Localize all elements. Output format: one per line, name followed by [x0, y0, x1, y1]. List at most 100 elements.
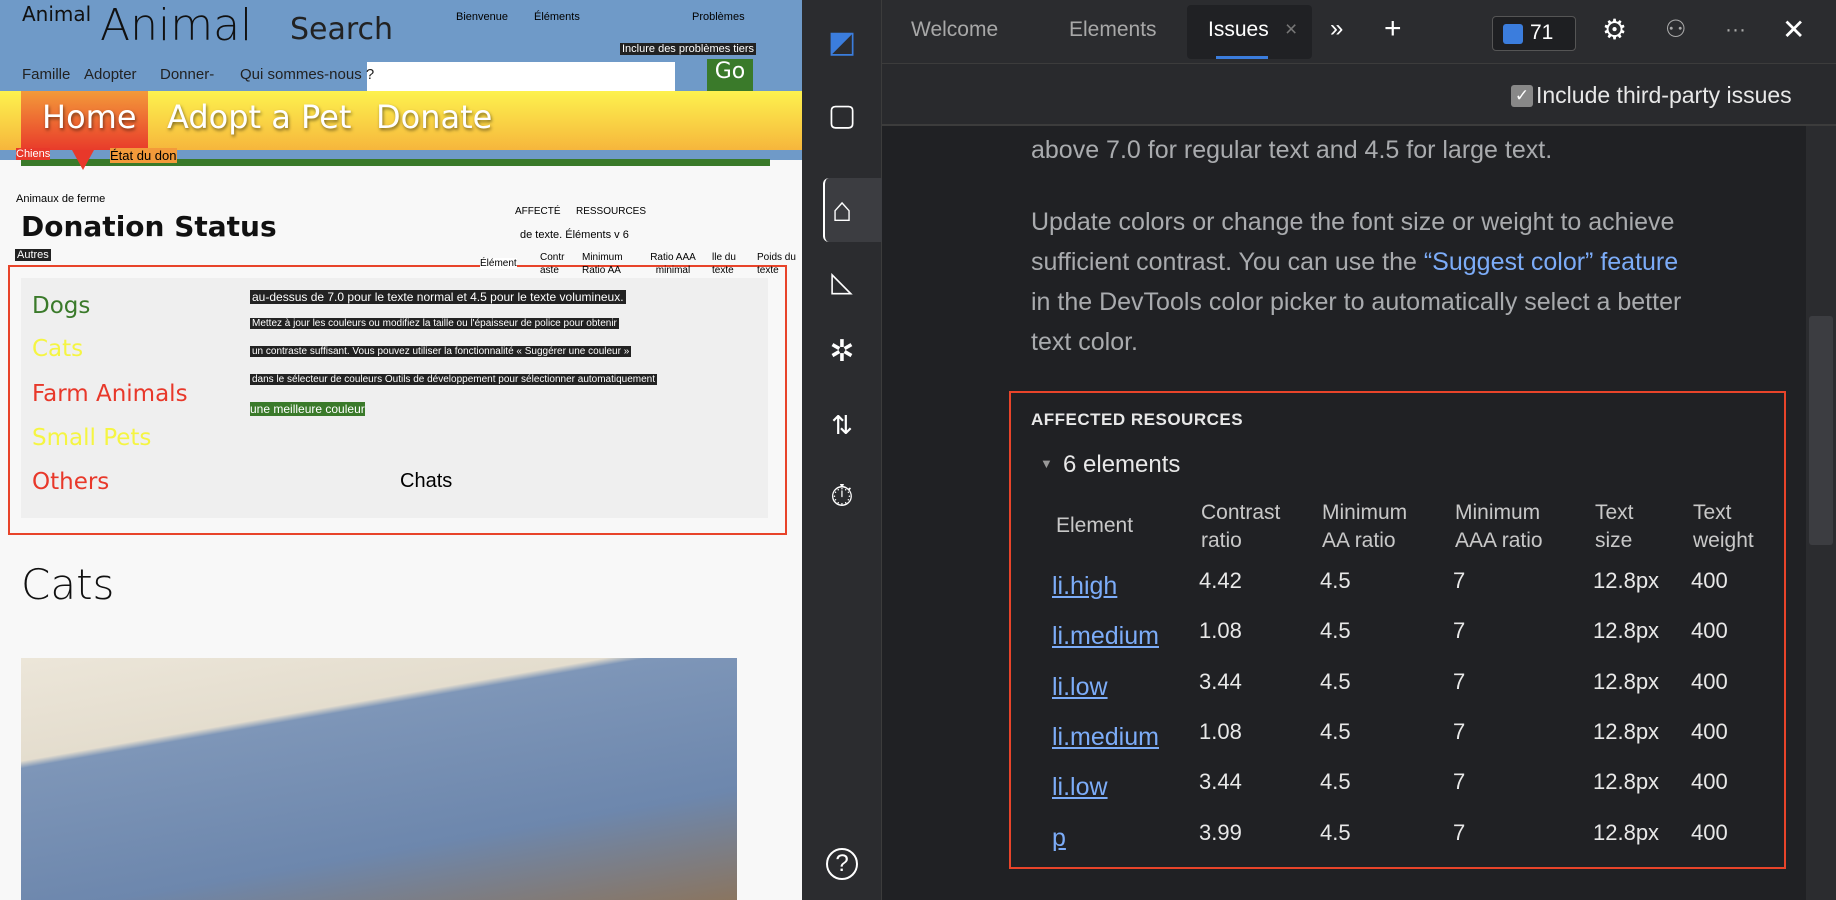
column-header: Minimum AAA ratio — [1455, 501, 1543, 552]
webpage: Animal Animal Bienvenue Éléments Problèm… — [0, 0, 802, 900]
element-link[interactable]: li.high — [1052, 572, 1118, 600]
table-cell: 1.08 — [1199, 719, 1242, 744]
element-link[interactable]: li.low — [1052, 673, 1108, 701]
element-link[interactable]: li.medium — [1052, 622, 1159, 650]
active-tab-indicator — [1216, 56, 1268, 59]
table-cell: 12.8px — [1593, 618, 1660, 643]
highlight-box — [8, 265, 787, 535]
device-emulation-icon[interactable]: ▢ — [827, 98, 857, 132]
tab-issues-label[interactable]: Issues — [1208, 18, 1269, 41]
feedback-icon[interactable]: ⚇ — [1665, 16, 1687, 43]
overlay-col-size: lle du texte — [712, 252, 736, 276]
home-icon[interactable]: ⌂ — [831, 190, 853, 229]
subnav-famille[interactable]: Famille — [22, 66, 71, 83]
cats-heading: Cats — [21, 560, 115, 609]
home-tab[interactable] — [823, 178, 887, 242]
table-cell: 400 — [1691, 568, 1728, 593]
column-header: Text weight — [1693, 501, 1754, 552]
table-cell: 400 — [1691, 769, 1728, 794]
tab-welcome[interactable]: Welcome — [911, 18, 999, 41]
element-link[interactable]: p — [1052, 824, 1066, 852]
element-link[interactable]: li.medium — [1052, 723, 1159, 751]
issue-text-2d: text color. — [1031, 328, 1138, 356]
subnav-qui-sommes-nous[interactable]: Qui sommes-nous ? — [240, 66, 375, 83]
issue-text-1: above 7.0 for regular text and 4.5 for l… — [1031, 136, 1553, 164]
table-cell: 1.08 — [1199, 618, 1242, 643]
third-party-checkbox[interactable]: ✓ — [1511, 85, 1533, 107]
overlay-animaux-de-ferme: Animaux de ferme — [16, 193, 106, 205]
issue-text-2c: in the DevTools color picker to automati… — [1031, 288, 1682, 316]
network-conditions-icon[interactable]: ⇅ — [831, 409, 853, 440]
subnav-adopter[interactable]: Adopter — [84, 66, 137, 83]
more-tabs-icon[interactable]: » — [1330, 15, 1344, 42]
nav-home-bg — [21, 91, 148, 152]
suggest-color-link[interactable]: “Suggest color” feature — [1423, 248, 1679, 276]
help-icon[interactable]: ? — [826, 848, 858, 880]
issues-toolbar: ✓ Include third-party issues — [882, 64, 1836, 126]
table-cell: 4.5 — [1320, 820, 1351, 845]
css-overview-icon[interactable]: ◺ — [831, 265, 853, 297]
nav-adopt[interactable]: Adopt a Pet — [167, 98, 352, 136]
close-devtools-icon[interactable]: ✕ — [1782, 14, 1806, 45]
table-cell: 3.44 — [1199, 769, 1242, 794]
nav-strip — [0, 150, 802, 160]
subnav-donner[interactable]: Donner- — [160, 66, 215, 83]
issues-badge[interactable]: 71 — [1492, 16, 1576, 51]
donation-status-title: Donation Status — [21, 210, 277, 243]
close-tab-icon[interactable]: × — [1285, 18, 1298, 41]
search-input[interactable] — [367, 62, 675, 91]
bug-icon[interactable]: ✲ — [829, 334, 855, 368]
nav-home[interactable]: Home — [42, 98, 137, 136]
table-cell: 12.8px — [1593, 669, 1660, 694]
elements-toggle[interactable]: 6 elements — [1063, 451, 1181, 478]
affected-resources-title: AFFECTED RESOURCES — [1031, 410, 1244, 429]
inspect-icon[interactable]: ◩ — [827, 25, 857, 59]
nav-problemes[interactable]: Problèmes — [692, 11, 745, 23]
overlay-chats: Chats — [400, 470, 453, 492]
table-cell: 3.44 — [1199, 669, 1242, 694]
timer-icon[interactable]: ⏱ — [830, 480, 854, 513]
table-cell: 4.42 — [1199, 568, 1242, 593]
tab-elements[interactable]: Elements — [1069, 18, 1157, 41]
table-cell: 400 — [1691, 618, 1728, 643]
element-link[interactable]: li.low — [1052, 773, 1108, 801]
third-party-label[interactable]: Include third-party issues — [1536, 82, 1792, 108]
issue-text-2b: sufficient contrast. You can use the — [1031, 248, 1424, 276]
issue-text-2a: Update colors or change the font size or… — [1031, 208, 1675, 236]
list-item-dogs: Dogs — [32, 293, 91, 319]
green-bar — [21, 159, 770, 166]
overlay-affecte: AFFECTÉ — [515, 206, 561, 217]
gear-icon[interactable]: ⚙ — [1602, 14, 1628, 45]
tab-issues[interactable] — [1187, 5, 1312, 59]
column-header: Minimum AA ratio — [1322, 501, 1408, 552]
overlay-elements-count: de texte. Éléments v 6 — [520, 229, 629, 241]
overlay-line1: au-dessus de 7.0 pour le texte normal et… — [250, 290, 626, 304]
overlay-col-element: Élément — [480, 258, 517, 269]
new-tab-icon[interactable]: + — [1384, 12, 1402, 45]
table-cell: 7 — [1453, 568, 1466, 593]
list-item-others: Others — [32, 469, 110, 495]
list-item-small-pets: Small Pets — [32, 425, 152, 451]
scrollbar-thumb[interactable] — [1809, 316, 1833, 545]
cat-photo — [21, 658, 737, 900]
logo-small: Animal — [22, 2, 92, 26]
table-cell: 3.99 — [1199, 820, 1242, 845]
nav-elements[interactable]: Éléments — [534, 11, 580, 23]
table-cell: 12.8px — [1593, 820, 1660, 845]
go-button[interactable]: Go — [707, 59, 753, 91]
table-cell: 4.5 — [1320, 568, 1351, 593]
more-options-icon[interactable]: ··· — [1725, 18, 1746, 41]
overlay-line5: une meilleure couleur — [250, 402, 365, 416]
issue-details: above 7.0 for regular text and 4.5 for l… — [882, 126, 1806, 900]
nav-bienvenue[interactable]: Bienvenue — [456, 11, 508, 23]
activity-bar: ◩ ▢ ⌂ ◺ ✲ ⇅ ⏱ ? — [802, 0, 887, 900]
table-cell: 400 — [1691, 719, 1728, 744]
table-cell: 4.5 — [1320, 719, 1351, 744]
nav-donate[interactable]: Donate — [376, 98, 493, 136]
table-cell: 7 — [1453, 669, 1466, 694]
scrollbar[interactable] — [1806, 126, 1836, 900]
overlay-autres: Autres — [15, 249, 51, 261]
expand-triangle-icon[interactable]: ▼ — [1040, 456, 1053, 471]
overlay-inclure: Inclure des problèmes tiers — [620, 43, 757, 55]
table-cell: 7 — [1453, 618, 1466, 643]
